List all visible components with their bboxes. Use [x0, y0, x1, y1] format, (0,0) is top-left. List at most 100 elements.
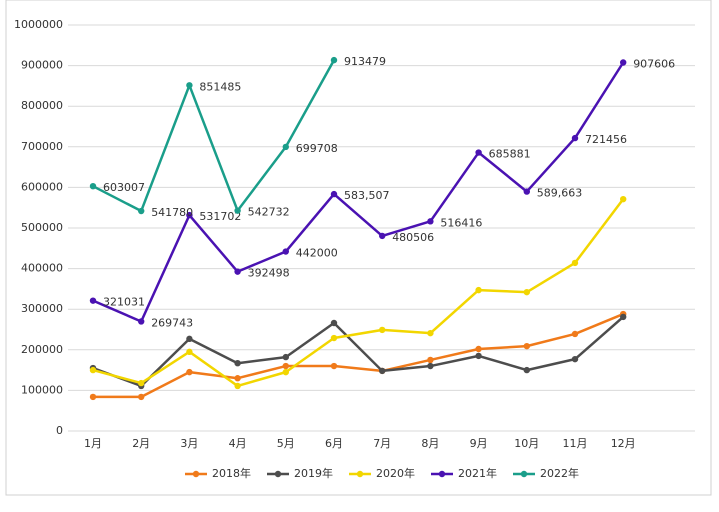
- point: [427, 218, 434, 225]
- data-label: 685881: [489, 148, 531, 161]
- legend-marker: [274, 470, 282, 478]
- y-tick-label: 0: [56, 424, 63, 437]
- data-label: 442000: [296, 247, 338, 260]
- point: [89, 297, 97, 304]
- data-label: 480506: [392, 231, 434, 244]
- point: [330, 190, 338, 198]
- point: [523, 366, 530, 374]
- point: [620, 313, 627, 321]
- data-label: 531702: [199, 210, 241, 223]
- point: [523, 288, 530, 296]
- point: [620, 59, 627, 66]
- point: [138, 393, 145, 401]
- point: [571, 355, 579, 363]
- point: [186, 211, 193, 219]
- point: [475, 352, 482, 360]
- point: [571, 259, 579, 267]
- data-label: 603007: [103, 181, 145, 194]
- x-tick-label: 9月: [470, 437, 488, 450]
- chart-frame: [5, 0, 712, 496]
- x-tick-label: 12月: [611, 437, 636, 450]
- point: [234, 382, 241, 390]
- point: [427, 329, 434, 337]
- x-tick-label: 4月: [229, 437, 247, 450]
- y-tick-label: 500000: [21, 221, 63, 234]
- point: [186, 348, 193, 356]
- point: [138, 379, 145, 387]
- point: [234, 375, 241, 382]
- y-tick-label: 700000: [21, 140, 63, 153]
- x-tick-label: 2月: [132, 437, 150, 450]
- point: [330, 334, 338, 342]
- point: [620, 195, 627, 203]
- point: [282, 248, 289, 255]
- x-tick-label: 10月: [514, 437, 539, 450]
- data-label: 542732: [248, 206, 290, 219]
- legend-label: 2020年: [376, 466, 415, 480]
- series-line: [92, 59, 336, 213]
- data-label: 907606: [633, 58, 675, 71]
- y-tick-label: 600000: [21, 180, 63, 193]
- y-tick-label: 1000000: [14, 18, 63, 31]
- point: [427, 356, 434, 364]
- legend-marker: [520, 470, 528, 478]
- data-label: 583,507: [344, 189, 390, 202]
- point: [234, 207, 241, 214]
- y-tick-label: 400000: [21, 262, 63, 275]
- point: [379, 367, 386, 375]
- y-tick-label: 300000: [21, 302, 63, 315]
- legend-label: 2019年: [294, 466, 333, 480]
- point: [330, 319, 338, 327]
- point: [523, 342, 530, 350]
- x-tick-label: 11月: [563, 437, 588, 450]
- point: [475, 286, 482, 294]
- legend-label: 2022年: [540, 466, 579, 480]
- point: [234, 268, 241, 275]
- x-tick-label: 6月: [325, 437, 343, 450]
- y-tick-label: 100000: [21, 383, 63, 396]
- point: [138, 207, 145, 215]
- series-line: [92, 61, 625, 323]
- data-label: 851485: [199, 80, 241, 93]
- data-label: 269743: [151, 316, 193, 329]
- legend-marker: [192, 470, 200, 478]
- point: [186, 368, 193, 376]
- point: [138, 318, 145, 325]
- series-line: [92, 198, 625, 388]
- point: [186, 82, 193, 89]
- legend-label: 2021年: [458, 466, 497, 480]
- point: [282, 353, 289, 361]
- point: [330, 56, 338, 64]
- data-label: 541780: [151, 206, 193, 219]
- x-tick-label: 7月: [373, 437, 391, 450]
- point: [282, 362, 289, 370]
- legend-marker: [356, 470, 364, 478]
- point: [475, 149, 482, 156]
- point: [379, 232, 386, 240]
- point: [282, 143, 289, 151]
- data-label: 392498: [248, 267, 290, 280]
- x-tick-label: 3月: [180, 437, 198, 450]
- data-label: 516416: [440, 216, 482, 229]
- data-label: 913479: [344, 55, 386, 68]
- point: [379, 326, 386, 334]
- data-label: 721456: [585, 133, 627, 146]
- data-label: 589,663: [537, 187, 583, 200]
- point: [282, 368, 289, 376]
- x-tick-label: 1月: [84, 437, 102, 450]
- y-tick-label: 900000: [21, 59, 63, 72]
- point: [89, 182, 97, 190]
- point: [427, 362, 434, 370]
- point: [571, 330, 579, 338]
- point: [571, 134, 579, 142]
- x-tick-label: 5月: [277, 437, 295, 450]
- x-tick-label: 8月: [421, 437, 439, 450]
- point: [89, 393, 97, 401]
- series-line: [92, 315, 625, 388]
- legend-label: 2018年: [212, 466, 251, 480]
- point: [523, 188, 530, 195]
- point: [475, 345, 482, 353]
- legend-marker: [438, 470, 446, 478]
